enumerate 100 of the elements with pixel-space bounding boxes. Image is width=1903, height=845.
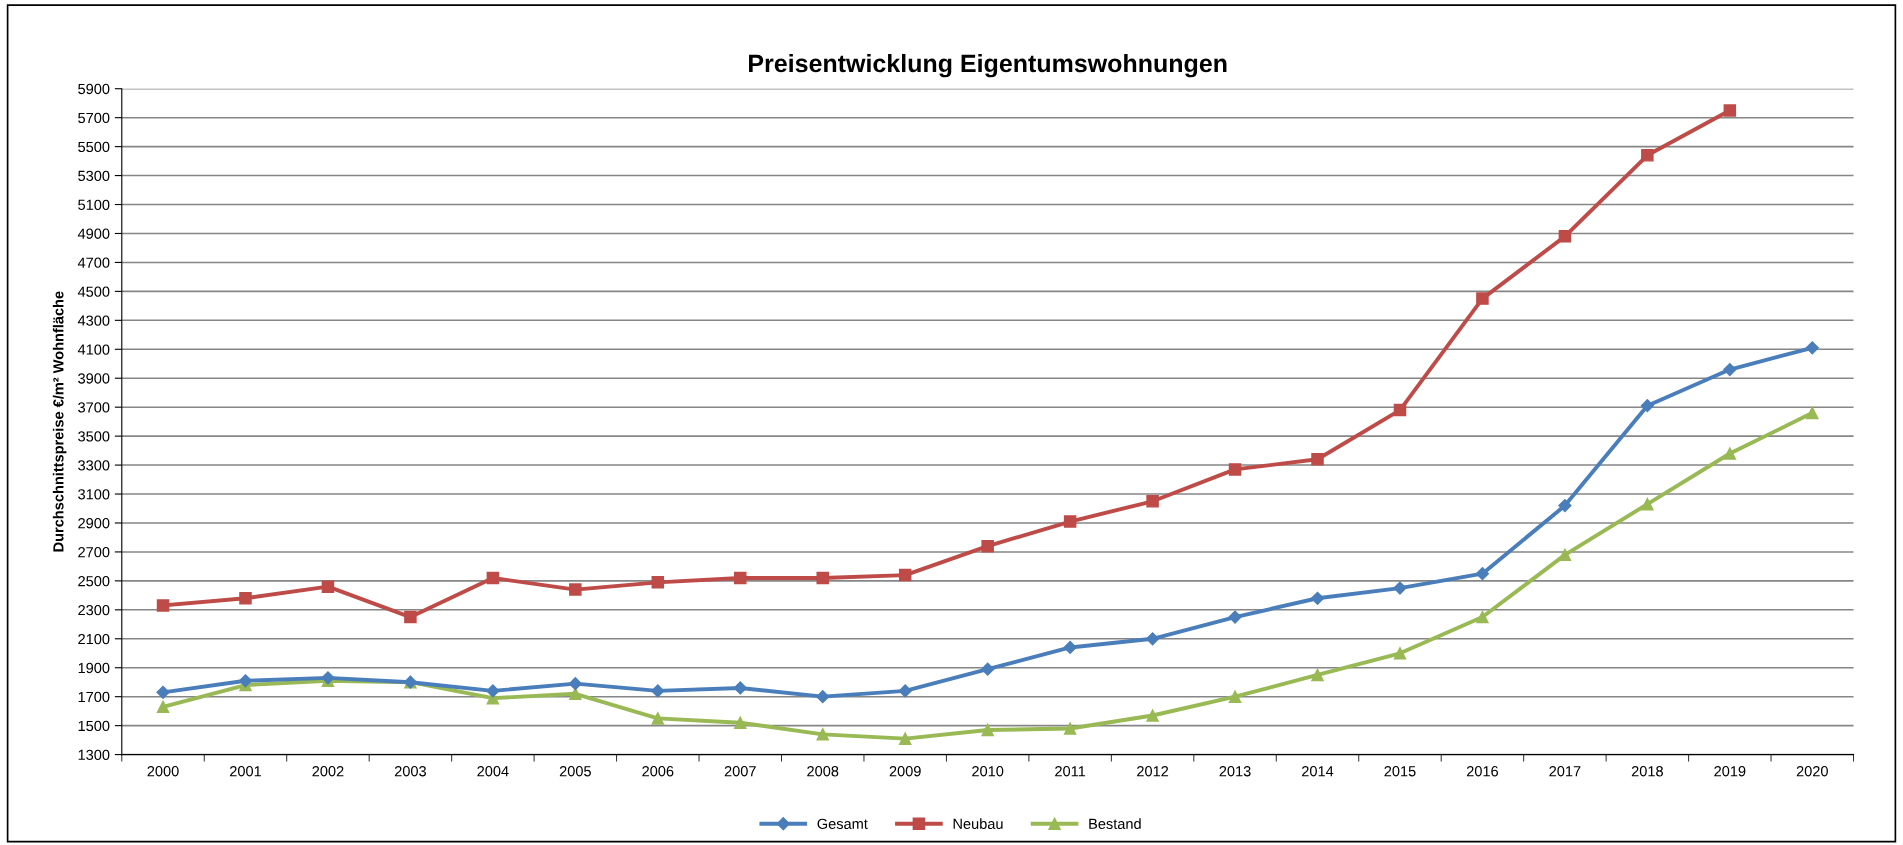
point — [1476, 610, 1489, 624]
y-tick-label: 2900 — [78, 518, 110, 529]
y-tick-label: 1500 — [78, 720, 110, 732]
point — [321, 580, 335, 593]
point — [898, 732, 912, 745]
point — [1393, 581, 1407, 595]
point — [1311, 668, 1324, 682]
point — [898, 684, 912, 698]
point — [1393, 403, 1407, 417]
point — [1228, 690, 1242, 703]
point — [238, 674, 253, 688]
point — [404, 610, 417, 624]
point — [1228, 463, 1242, 476]
point — [1558, 499, 1572, 513]
x-tick-label: 2000 — [147, 766, 179, 777]
x-tick-label: 2018 — [1631, 766, 1663, 777]
point — [733, 681, 747, 695]
point — [734, 716, 747, 729]
point — [816, 728, 829, 741]
legend-label: Gesamt — [817, 818, 868, 829]
y-tick-label: 5300 — [78, 170, 110, 181]
y-tick-label: 5500 — [78, 141, 110, 153]
x-tick-label: 2014 — [1302, 766, 1334, 777]
point — [486, 571, 500, 585]
y-tick-label: 4700 — [77, 257, 110, 268]
y-tick-label: 5100 — [78, 199, 110, 210]
y-tick-label: 2100 — [78, 633, 110, 645]
point — [569, 583, 582, 596]
y-tick-label: 4100 — [77, 344, 110, 355]
y-tick-label: 4900 — [77, 228, 110, 239]
point — [1723, 104, 1737, 117]
point — [816, 690, 830, 704]
y-tick-label: 5700 — [78, 112, 110, 124]
point — [1641, 149, 1654, 162]
x-tick-label: 2010 — [972, 766, 1004, 777]
point — [1558, 548, 1572, 562]
point — [981, 662, 995, 676]
y-tick-label: 2500 — [78, 575, 110, 587]
point — [239, 592, 252, 605]
point — [1558, 230, 1572, 243]
x-tick-label: 2004 — [477, 766, 509, 777]
point — [981, 539, 994, 553]
point — [486, 684, 500, 698]
point — [1310, 591, 1325, 605]
point — [981, 723, 994, 737]
y-tick-label: 1300 — [78, 749, 110, 761]
point — [1063, 640, 1077, 655]
x-tick-label: 2017 — [1549, 766, 1581, 777]
x-tick-label: 2002 — [312, 766, 344, 777]
x-tick-label: 2005 — [559, 766, 591, 777]
y-axis-title: Durchschnittspreise €/m² Wohnfläche — [52, 291, 67, 552]
x-tick-label: 2003 — [394, 766, 426, 777]
point — [651, 684, 665, 698]
x-tick-label: 2011 — [1055, 766, 1086, 777]
point — [1393, 647, 1407, 660]
x-tick-label: 2015 — [1384, 766, 1416, 777]
y-tick-label: 2300 — [78, 604, 110, 616]
point — [1640, 399, 1654, 413]
point — [816, 571, 829, 585]
point — [1475, 567, 1490, 581]
y-tick-label: 5900 — [78, 83, 110, 95]
point — [1146, 495, 1159, 508]
point — [734, 571, 747, 585]
y-tick-label: 1700 — [78, 691, 110, 703]
point — [1063, 515, 1077, 528]
legend-label: Bestand — [1089, 818, 1141, 829]
point — [651, 576, 665, 589]
point — [1641, 497, 1654, 511]
y-tick-label: 3900 — [78, 373, 110, 384]
point — [156, 685, 170, 699]
x-tick-label: 2007 — [724, 766, 756, 777]
point — [156, 599, 170, 612]
point — [1311, 453, 1324, 466]
point — [568, 677, 582, 691]
y-tick-label: 3300 — [78, 460, 110, 471]
point — [1063, 722, 1077, 735]
point — [898, 568, 912, 582]
point — [569, 687, 582, 701]
point — [156, 700, 170, 714]
point — [1723, 447, 1737, 460]
point — [1806, 406, 1819, 420]
x-tick-label: 2012 — [1137, 766, 1169, 777]
point — [1723, 362, 1737, 377]
x-tick-label: 2006 — [642, 766, 674, 777]
point — [1145, 632, 1160, 646]
point — [1228, 610, 1242, 624]
x-tick-label: 2016 — [1466, 766, 1499, 777]
y-tick-label: 3100 — [78, 489, 110, 500]
x-tick-label: 2008 — [807, 766, 839, 777]
point — [1805, 341, 1819, 355]
legend-label: Neubau — [953, 818, 1003, 829]
y-tick-label: 3700 — [78, 402, 110, 413]
point — [651, 712, 665, 725]
x-tick-label: 2009 — [889, 766, 921, 777]
y-tick-label: 1900 — [78, 662, 110, 674]
chart-title: Preisentwicklung Eigentumswohnungen — [749, 53, 1227, 78]
x-tick-label: 2019 — [1714, 766, 1746, 777]
y-tick-label: 4500 — [77, 286, 110, 297]
y-tick-label: 2700 — [78, 547, 110, 558]
x-tick-label: 2020 — [1796, 766, 1828, 777]
